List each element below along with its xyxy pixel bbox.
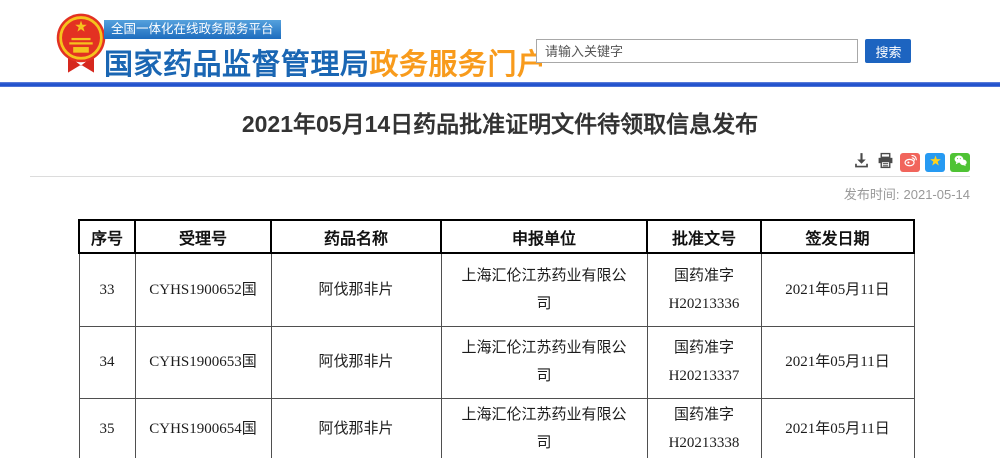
cell-seq: 35 bbox=[78, 397, 136, 458]
cell-issue-date: 2021年05月11日 bbox=[760, 252, 915, 327]
wechat-share-button[interactable] bbox=[950, 152, 970, 172]
qzone-share-icon bbox=[928, 153, 943, 171]
header-acceptance-no: 受理号 bbox=[134, 219, 272, 254]
platform-badge: 全国一体化在线政务服务平台 bbox=[104, 20, 281, 39]
header-issue-date: 签发日期 bbox=[760, 219, 915, 254]
cell-drug-name: 阿伐那非片 bbox=[270, 252, 442, 327]
cell-drug-name: 阿伐那非片 bbox=[270, 325, 442, 399]
article-toolbar bbox=[30, 152, 970, 172]
table-row: 35 CYHS1900654国 阿伐那非片 上海汇伦江苏药业有限公司 国药准字 … bbox=[78, 397, 915, 458]
qzone-share-button[interactable] bbox=[925, 152, 945, 172]
header-seq: 序号 bbox=[78, 219, 136, 254]
cell-approval-no: 国药准字 H20213336 bbox=[646, 252, 762, 327]
cell-approval-no: 国药准字 H20213337 bbox=[646, 325, 762, 399]
cell-applicant: 上海汇伦江苏药业有限公司 bbox=[440, 325, 648, 399]
cell-seq: 33 bbox=[78, 252, 136, 327]
wechat-share-icon bbox=[953, 153, 968, 171]
site-name: 国家药品监督管理局 bbox=[104, 49, 370, 81]
header-divider bbox=[0, 82, 1000, 87]
weibo-share-icon bbox=[903, 153, 918, 171]
search-bar: 搜索 bbox=[536, 39, 912, 63]
cell-acceptance-no: CYHS1900654国 bbox=[134, 397, 272, 458]
site-title: 国家药品监督管理局政务服务门户 bbox=[104, 41, 547, 83]
weibo-share-button[interactable] bbox=[900, 152, 920, 172]
publish-time-value: 2021-05-14 bbox=[903, 187, 971, 202]
article-area: 2021年05月14日药品批准证明文件待领取信息发布 bbox=[0, 109, 1000, 458]
approval-documents-table: 序号 受理号 药品名称 申报单位 批准文号 签发日期 33 CYHS190065… bbox=[78, 219, 915, 458]
table-row: 34 CYHS1900653国 阿伐那非片 上海汇伦江苏药业有限公司 国药准字 … bbox=[78, 325, 915, 399]
cell-drug-name: 阿伐那非片 bbox=[270, 397, 442, 458]
toolbar-divider bbox=[30, 176, 970, 177]
table-header-row: 序号 受理号 药品名称 申报单位 批准文号 签发日期 bbox=[78, 219, 915, 254]
print-icon bbox=[877, 152, 894, 172]
cell-acceptance-no: CYHS1900653国 bbox=[134, 325, 272, 399]
download-button[interactable] bbox=[852, 153, 871, 172]
cell-applicant: 上海汇伦江苏药业有限公司 bbox=[440, 397, 648, 458]
cell-seq: 34 bbox=[78, 325, 136, 399]
header-drug-name: 药品名称 bbox=[270, 219, 442, 254]
site-header: 全国一体化在线政务服务平台 国家药品监督管理局政务服务门户 搜索 bbox=[0, 0, 1000, 82]
cell-issue-date: 2021年05月11日 bbox=[760, 325, 915, 399]
download-icon bbox=[853, 152, 870, 172]
table-row: 33 CYHS1900652国 阿伐那非片 上海汇伦江苏药业有限公司 国药准字 … bbox=[78, 252, 915, 327]
cell-acceptance-no: CYHS1900652国 bbox=[134, 252, 272, 327]
header-applicant: 申报单位 bbox=[440, 219, 648, 254]
cell-approval-no: 国药准字 H20213338 bbox=[646, 397, 762, 458]
brand-block: 全国一体化在线政务服务平台 国家药品监督管理局政务服务门户 bbox=[104, 20, 547, 83]
publish-time-label: 发布时间: bbox=[843, 187, 900, 202]
cell-applicant: 上海汇伦江苏药业有限公司 bbox=[440, 252, 648, 327]
search-input[interactable] bbox=[536, 39, 858, 63]
page-title: 2021年05月14日药品批准证明文件待领取信息发布 bbox=[241, 111, 759, 137]
portal-name: 政务服务门户 bbox=[369, 49, 547, 81]
cell-issue-date: 2021年05月11日 bbox=[760, 397, 915, 458]
national-emblem-logo bbox=[55, 11, 107, 77]
publish-time: 发布时间: 2021-05-14 bbox=[30, 184, 970, 203]
print-button[interactable] bbox=[876, 152, 895, 172]
search-button[interactable]: 搜索 bbox=[865, 39, 912, 63]
header-approval-no: 批准文号 bbox=[646, 219, 762, 254]
